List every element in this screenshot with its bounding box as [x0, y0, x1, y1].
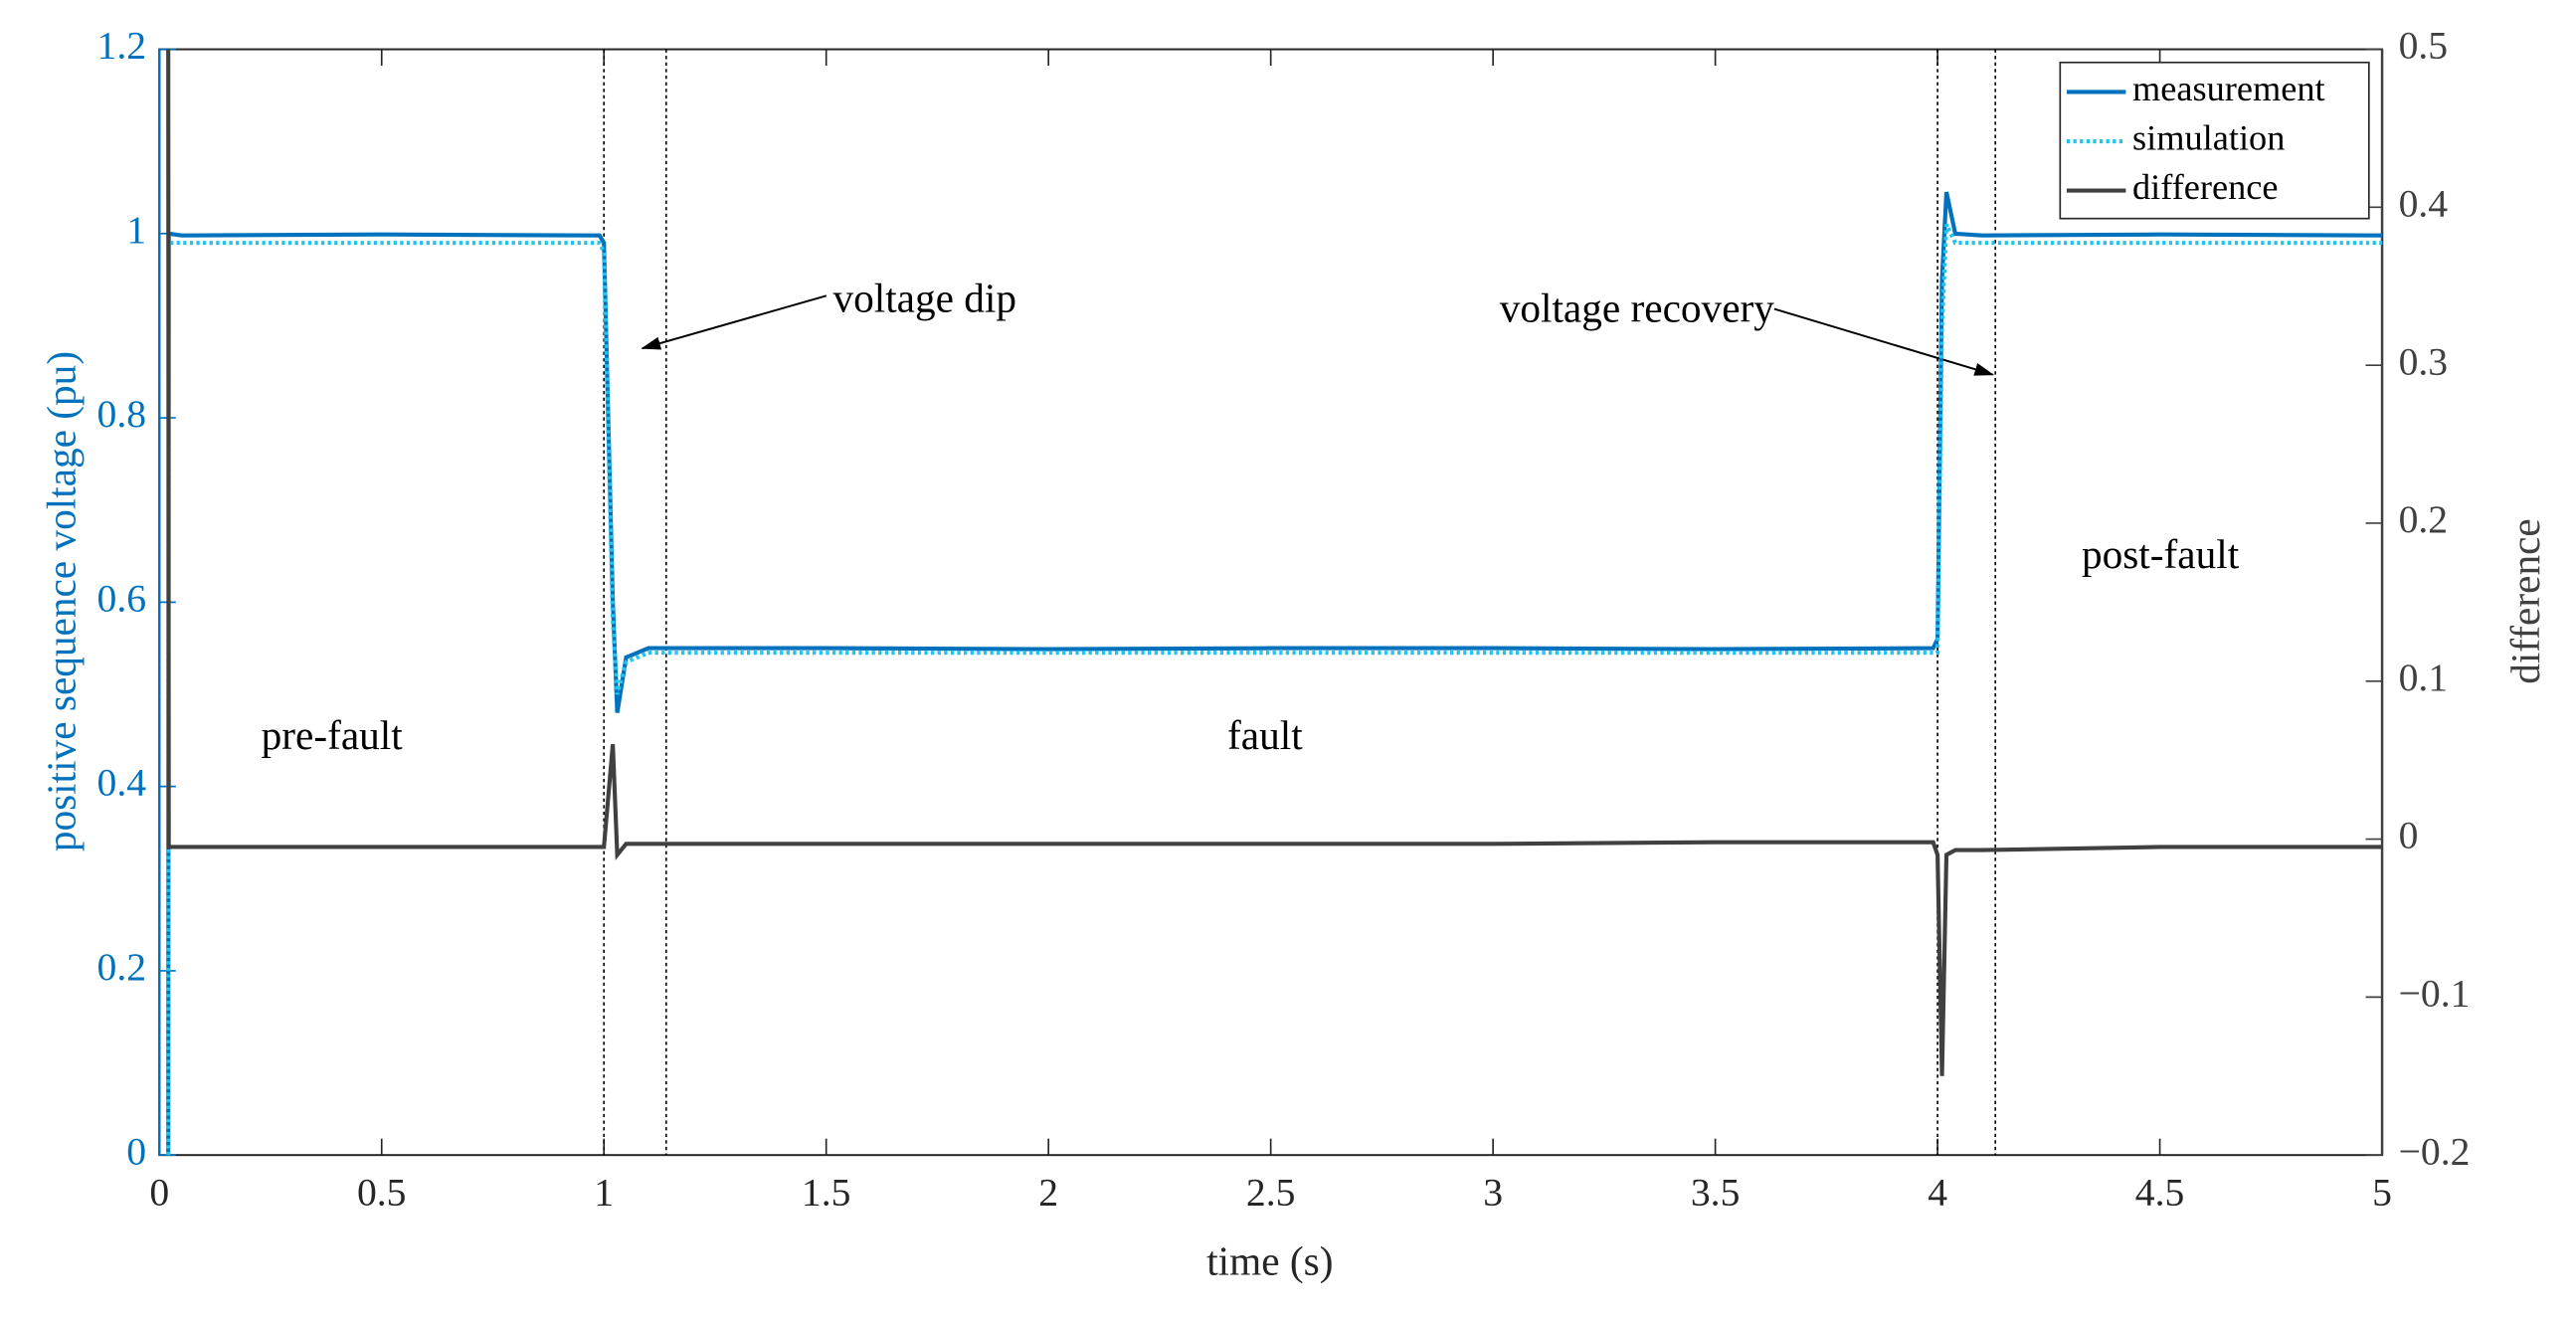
y-tick-label: 1.2	[97, 24, 147, 68]
x-tick-label: 1	[594, 1171, 614, 1215]
y-tick-label: 0	[126, 1129, 146, 1173]
series-line	[166, 191, 2383, 1156]
x-tick-label: 3	[1483, 1171, 1503, 1215]
x-tick-label: 5	[2372, 1171, 2392, 1215]
y2-tick-label: 0.3	[2399, 339, 2449, 383]
x-tick-label: 4	[1928, 1171, 1947, 1215]
x-tick-label: 3.5	[1691, 1171, 1741, 1215]
legend-label: difference	[2132, 167, 2279, 207]
y-tick-label: 0.8	[97, 392, 147, 436]
y2-tick-label: 0.5	[2399, 24, 2449, 68]
x-tick-label: 0	[149, 1171, 169, 1215]
annotation: fault	[1227, 712, 1303, 758]
y-axis-label: positive sequence voltage (pu)	[39, 351, 86, 851]
y-tick-label: 0.2	[97, 945, 147, 989]
y2-tick-label: 0	[2399, 814, 2419, 857]
x-tick-label: 2	[1038, 1171, 1058, 1215]
annotation: pre-fault	[262, 712, 404, 758]
x-tick-label: 1.5	[802, 1171, 851, 1215]
y-tick-label: 0.4	[97, 761, 147, 805]
x-tick-label: 4.5	[2135, 1171, 2185, 1215]
y2-tick-label: −0.2	[2399, 1129, 2471, 1173]
y2-tick-label: 0.4	[2399, 181, 2449, 225]
series-line	[166, 223, 2383, 1156]
y2-axis-label: difference	[2502, 518, 2548, 684]
annotation-arrow	[1773, 307, 1995, 376]
legend-label: measurement	[2132, 69, 2325, 108]
x-tick-label: 2.5	[1246, 1171, 1296, 1215]
legend-label: simulation	[2132, 117, 2285, 157]
series-line	[166, 49, 2383, 1076]
plot-frame	[158, 48, 2384, 1157]
annotation: post-fault	[2082, 531, 2240, 577]
annotation-arrow	[641, 294, 828, 350]
y-tick-label: 0.6	[97, 576, 147, 620]
annotation: voltage recovery	[1500, 284, 1775, 330]
y-tick-label: 1	[126, 208, 146, 252]
x-axis-label: time (s)	[1206, 1237, 1333, 1284]
y2-tick-label: 0.1	[2399, 656, 2449, 699]
y2-tick-label: 0.2	[2399, 497, 2449, 541]
annotation: voltage dip	[832, 275, 1016, 320]
y2-tick-label: −0.1	[2399, 971, 2471, 1015]
x-tick-label: 0.5	[357, 1171, 407, 1215]
